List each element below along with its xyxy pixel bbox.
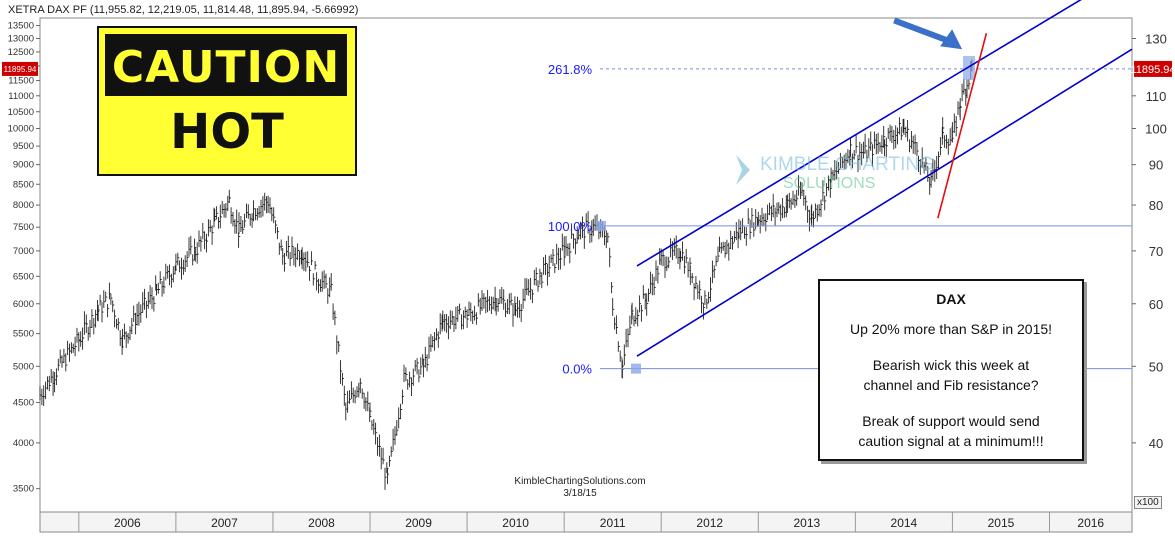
x-tick-label: 2012 (696, 516, 723, 530)
right-price-tag-bg (1134, 60, 1172, 77)
left-tick-label: 6000 (13, 299, 34, 310)
left-tick-label: 13500 (8, 21, 34, 32)
x-tick-label: 2006 (114, 516, 141, 530)
left-tick-label: 9000 (13, 160, 34, 171)
x-tick-label: 2010 (502, 516, 529, 530)
x-tick-label: 2007 (211, 516, 238, 530)
x-tick-label: 2013 (793, 516, 820, 530)
right-tick-label: 80 (1149, 198, 1163, 213)
watermark-line1: KIMBLE CHARTING (760, 154, 934, 175)
left-tick-label: 7000 (13, 246, 34, 257)
note-line5: caution signal at a minimum!!! (858, 433, 1044, 449)
watermark-line2: SOLUTIONS (783, 175, 875, 192)
left-tick-label: 9500 (13, 141, 34, 152)
x-tick-label: 2016 (1077, 516, 1104, 530)
arrow-head (940, 29, 963, 50)
note-line4: Break of support would send (862, 413, 1040, 429)
right-tick-label: 50 (1149, 359, 1163, 374)
note-line3: channel and Fib resistance? (863, 377, 1039, 393)
left-tick-label: 4000 (13, 438, 34, 449)
trend-line (937, 33, 988, 219)
left-tick-label: 4500 (13, 397, 34, 408)
right-tick-label: 70 (1149, 244, 1163, 259)
watermark-logo (736, 155, 750, 185)
fib-marker (596, 220, 606, 231)
caution-band: CAUTION (105, 34, 347, 96)
note-line2: Bearish wick this week at (872, 357, 1030, 373)
right-tick-label: 130 (1145, 31, 1167, 46)
right-tick-label: 40 (1149, 436, 1163, 451)
fib-label: 261.8% (548, 62, 593, 77)
hot-label: HOT (170, 104, 284, 160)
left-tick-label: 8500 (13, 179, 34, 190)
footer-date: 3/18/15 (563, 488, 597, 499)
overlay-lines: 261.8% 100.0% 0.0% (548, 0, 1133, 377)
x-tick-label: 2015 (988, 516, 1015, 530)
arrow-shaft (893, 17, 954, 46)
right-price-tag: 11895.94 (1130, 64, 1175, 76)
left-tick-label: 11000 (8, 91, 34, 102)
left-tick-label: 8000 (13, 200, 34, 211)
left-tick-label: 10500 (8, 107, 34, 118)
note-line1: Up 20% more than S&P in 2015! (849, 321, 1053, 337)
x-tick-label: 2008 (308, 516, 335, 530)
right-tick-label: 110 (1146, 89, 1167, 104)
x-tick-label: 2014 (891, 516, 918, 530)
price-bars (39, 61, 973, 490)
note-title: DAX (936, 291, 966, 307)
footer-site: KimbleChartingSolutions.com (514, 476, 646, 487)
channel-lower (636, 48, 1133, 357)
left-tick-label: 10000 (8, 124, 34, 135)
chart-footer: KimbleChartingSolutions.com 3/18/15 (480, 476, 680, 500)
left-tick-label: 5000 (13, 361, 34, 372)
chart-header: XETRA DAX PF (11,955.82, 12,219.05, 11,8… (8, 4, 359, 16)
left-price-tag-bg (2, 61, 38, 76)
annotation-box: DAX Up 20% more than S&P in 2015! Bearis… (818, 279, 1084, 461)
top-marker (963, 55, 975, 80)
x-tick-label: 2011 (600, 516, 626, 530)
x-tick-label: 2009 (405, 516, 432, 530)
right-tick-label: 100 (1145, 122, 1167, 137)
left-tick-label: 5500 (13, 329, 34, 340)
right-tick-label: 90 (1149, 158, 1163, 173)
fib-label: 0.0% (562, 362, 592, 377)
left-tick-label: 11500 (8, 76, 34, 87)
fib-marker (631, 363, 641, 374)
caution-sign: CAUTION HOT (97, 26, 357, 176)
axes: 3500 4000 4500 5000 5500 6000 6500 7000 7500 8000… (2, 21, 1175, 532)
left-tick-label: 7500 (13, 222, 34, 233)
left-tick-label: 12500 (8, 47, 34, 58)
right-tick-label: 60 (1149, 297, 1163, 312)
caution-label: CAUTION (111, 42, 341, 93)
left-tick-label: 13000 (8, 33, 34, 44)
left-price-tag: 11895.94 (4, 65, 37, 74)
scale-note: x100 (1134, 496, 1162, 509)
fib-label: 100.0% (548, 219, 593, 234)
left-tick-label: 3500 (13, 484, 34, 495)
channel-upper (636, 0, 1082, 267)
left-tick-label: 6500 (13, 271, 34, 282)
